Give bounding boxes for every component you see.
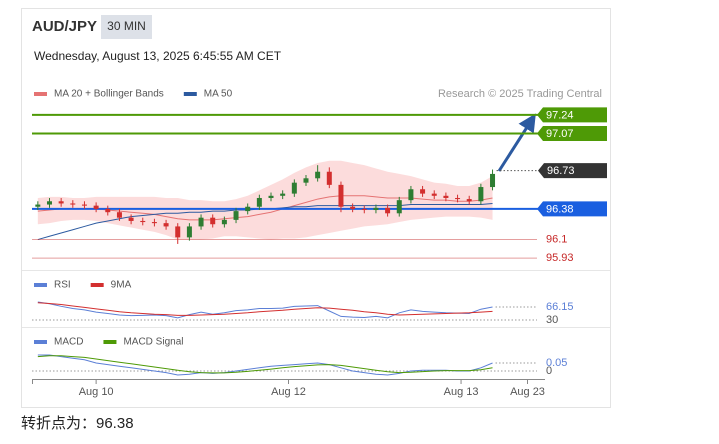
y-tick-label: 30	[546, 314, 558, 326]
value-label: 0.05	[546, 357, 567, 369]
candle-body	[70, 203, 76, 205]
candle-body	[420, 189, 426, 194]
candle-body	[140, 220, 146, 223]
candle-body	[233, 211, 239, 220]
candle-body	[116, 212, 122, 218]
indicator-line	[37, 302, 493, 316]
value-tag	[538, 163, 607, 179]
candle-body	[291, 182, 297, 194]
candle-body	[396, 200, 402, 214]
indicator-line	[37, 301, 493, 319]
value-tag	[537, 125, 607, 141]
candle-body	[151, 222, 157, 224]
candle-body	[210, 217, 216, 225]
value-tag-label: 96.38	[546, 203, 574, 215]
value-tag-label: 97.24	[546, 109, 574, 121]
candle-body	[256, 197, 262, 207]
legend-swatch	[183, 92, 197, 96]
bollinger-band	[37, 160, 493, 240]
candle-body	[128, 217, 134, 221]
value-tag	[537, 107, 607, 123]
candle-body	[303, 178, 309, 183]
legend-label: MACD	[54, 337, 83, 348]
timeframe: 30 MIN	[107, 19, 146, 33]
candle-body	[93, 205, 99, 209]
candle-body	[186, 226, 192, 238]
candle-body	[221, 219, 227, 225]
candle-body	[35, 204, 41, 207]
candle-body	[408, 189, 414, 201]
candle-body	[326, 171, 332, 185]
x-tick-label: Aug 13	[444, 386, 479, 398]
candle-body	[315, 171, 321, 179]
candle-body	[268, 195, 274, 198]
candle-body	[455, 197, 461, 200]
candle-body	[175, 226, 181, 238]
candle-body	[105, 208, 111, 213]
candle-body	[385, 207, 391, 214]
legend-swatch	[90, 283, 104, 287]
legend-label: MA 20 + Bollinger Bands	[54, 89, 164, 100]
legend-label: 9MA	[111, 280, 132, 291]
projection-arrow	[497, 113, 536, 172]
value-tag-label: 97.07	[546, 128, 574, 140]
indicator-line	[37, 355, 493, 374]
ma-line	[37, 195, 493, 221]
candle-body	[245, 206, 251, 212]
candle-body	[466, 199, 472, 202]
x-tick-label: Aug 12	[271, 386, 306, 398]
legend-swatch	[34, 283, 47, 287]
candle-body	[478, 187, 484, 202]
source: Research © 2025 Trading Central	[438, 88, 602, 100]
legend-swatch	[34, 340, 47, 344]
symbol: AUD/JPY	[32, 18, 97, 35]
timeframe-badge	[101, 15, 152, 39]
candle-body	[350, 206, 356, 209]
x-tick-label: Aug 10	[79, 386, 114, 398]
legend-label: MA 50	[204, 89, 233, 100]
footer: 转折点为：96.38	[21, 415, 134, 432]
candle-body	[58, 201, 64, 204]
legend-label: MACD Signal	[123, 337, 183, 348]
y-tick-label: 0	[546, 365, 552, 377]
candle-body	[431, 193, 437, 196]
candle-body	[443, 195, 449, 198]
level-label: 96.1	[546, 233, 567, 245]
level-label: 95.93	[546, 252, 574, 264]
datetime: Wednesday, August 13, 2025 6:45:55 AM CE…	[34, 49, 282, 63]
candle-body	[46, 201, 52, 205]
candle-body	[490, 173, 496, 188]
value-label: 66.15	[546, 301, 574, 313]
value-tag-label: 96.73	[547, 165, 575, 177]
legend-swatch	[34, 92, 47, 96]
candle-body	[361, 208, 367, 211]
candle-body	[338, 184, 344, 207]
candle-body	[373, 207, 379, 211]
candle-body	[198, 217, 204, 227]
candle-body	[280, 193, 286, 196]
indicator-line	[37, 354, 493, 376]
legend-label: RSI	[54, 280, 71, 291]
value-tag	[537, 201, 607, 217]
candle-body	[81, 204, 87, 206]
x-tick-label: Aug 23	[510, 386, 545, 398]
legend-swatch	[103, 340, 117, 344]
candle-body	[163, 223, 169, 227]
